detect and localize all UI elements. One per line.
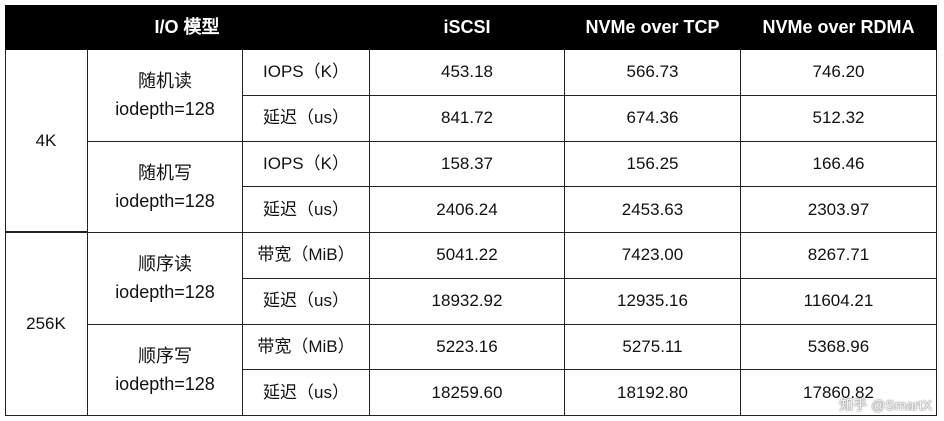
- metric-cell: IOPS（K）: [243, 141, 370, 188]
- cell-text: 随机写: [138, 162, 192, 183]
- value-cell: 8267.71: [741, 233, 937, 279]
- metric-cell: 延迟（us）: [243, 187, 370, 233]
- header-cell: NVMe over TCP: [565, 5, 741, 50]
- cell-text: 延迟（us）: [263, 108, 349, 128]
- cell-text: I/O 模型: [154, 17, 220, 37]
- header-cell: NVMe over RDMA: [741, 5, 937, 50]
- value-cell: 5368.96: [741, 324, 937, 371]
- value-cell: 18259.60: [370, 370, 565, 416]
- cell-text: 158.37: [441, 153, 493, 173]
- cell-text: 18192.80: [617, 382, 688, 402]
- metric-cell: 带宽（MiB）: [243, 233, 370, 279]
- value-cell: 566.73: [565, 50, 741, 96]
- metric-cell: IOPS（K）: [243, 50, 370, 96]
- cell-text: 2406.24: [436, 199, 498, 219]
- metric-cell: 延迟（us）: [243, 95, 370, 142]
- cell-text: 2303.97: [807, 199, 870, 219]
- cell-text: 4K: [35, 130, 57, 150]
- value-cell: 512.32: [741, 95, 937, 142]
- cell-text: 841.72: [441, 108, 493, 128]
- value-cell: 11604.21: [741, 278, 937, 325]
- operation-cell: 随机写 iodepth=128: [88, 141, 243, 233]
- cell-text: 随机读: [138, 71, 192, 92]
- cell-text: 166.46: [812, 153, 865, 173]
- value-cell: 746.20: [741, 50, 937, 96]
- value-cell: 453.18: [370, 50, 565, 96]
- value-cell: 156.25: [565, 141, 741, 188]
- cell-text: iodepth=128: [115, 99, 215, 120]
- cell-text: 2453.63: [621, 199, 684, 219]
- value-cell: 18192.80: [565, 370, 741, 416]
- cell-text: IOPS（K）: [263, 153, 349, 173]
- metric-cell: 延迟（us）: [243, 278, 370, 325]
- operation-cell: 随机读 iodepth=128: [88, 50, 243, 142]
- cell-text: 5041.22: [436, 245, 498, 265]
- value-cell: 674.36: [565, 95, 741, 142]
- cell-text: 18932.92: [431, 291, 503, 311]
- cell-text: 156.25: [626, 153, 679, 173]
- cell-text: 256K: [26, 314, 66, 333]
- cell-text: 566.73: [626, 62, 679, 82]
- value-cell: 2406.24: [370, 187, 565, 233]
- header-cell: iSCSI: [370, 5, 565, 50]
- cell-text: 453.18: [441, 62, 493, 82]
- cell-text: 延迟（us）: [263, 382, 349, 402]
- cell-text: 11604.21: [803, 291, 874, 311]
- value-cell: 166.46: [741, 141, 937, 188]
- cell-text: 512.32: [812, 108, 865, 128]
- operation-cell: 顺序读 iodepth=128: [88, 233, 243, 325]
- cell-text: IOPS（K）: [263, 62, 349, 82]
- cell-text: iSCSI: [443, 17, 491, 37]
- cell-text: iodepth=128: [115, 190, 215, 211]
- cell-text: 674.36: [626, 108, 679, 128]
- value-cell: 12935.16: [565, 278, 741, 325]
- cell-text: NVMe over RDMA: [762, 17, 915, 37]
- metric-cell: 带宽（MiB）: [243, 324, 370, 371]
- operation-cell: 顺序写 iodepth=128: [88, 324, 243, 416]
- value-cell: 2453.63: [565, 187, 741, 233]
- cell-text: 延迟（us）: [263, 199, 349, 219]
- value-cell: 5275.11: [565, 324, 741, 371]
- cell-text: 顺序写: [138, 345, 192, 366]
- cell-text: 延迟（us）: [263, 291, 349, 311]
- block-size-cell: 4K: [5, 50, 88, 233]
- watermark: 知乎 @SmartX: [839, 397, 932, 413]
- cell-text: 5368.96: [807, 336, 870, 356]
- value-cell: 7423.00: [565, 233, 741, 279]
- cell-text: 17860.82: [803, 382, 874, 402]
- cell-text: 5223.16: [436, 336, 498, 356]
- cell-text: 带宽（MiB）: [257, 245, 355, 265]
- cell-text: 12935.16: [617, 291, 688, 311]
- cell-text: 8267.71: [807, 245, 870, 265]
- value-cell: 5223.16: [370, 324, 565, 371]
- value-cell: 2303.97: [741, 187, 937, 233]
- cell-text: 带宽（MiB）: [257, 336, 355, 356]
- cell-text: iodepth=128: [115, 373, 215, 394]
- cell-text: 5275.11: [622, 336, 683, 356]
- cell-text: iodepth=128: [115, 282, 215, 303]
- cell-text: NVMe over TCP: [585, 17, 720, 37]
- value-cell: 5041.22: [370, 233, 565, 279]
- cell-text: 7423.00: [621, 245, 684, 265]
- header-cell: I/O 模型: [5, 5, 370, 50]
- block-size-cell: 256K: [5, 233, 88, 416]
- value-cell: 17860.82: [741, 370, 937, 416]
- cell-text: 746.20: [812, 62, 865, 82]
- cell-text: 18259.60: [431, 382, 503, 402]
- table-frame: [5, 5, 937, 416]
- value-cell: 18932.92: [370, 278, 565, 325]
- cell-text: 顺序读: [138, 254, 192, 275]
- value-cell: 841.72: [370, 95, 565, 142]
- metric-cell: 延迟（us）: [243, 370, 370, 416]
- value-cell: 158.37: [370, 141, 565, 188]
